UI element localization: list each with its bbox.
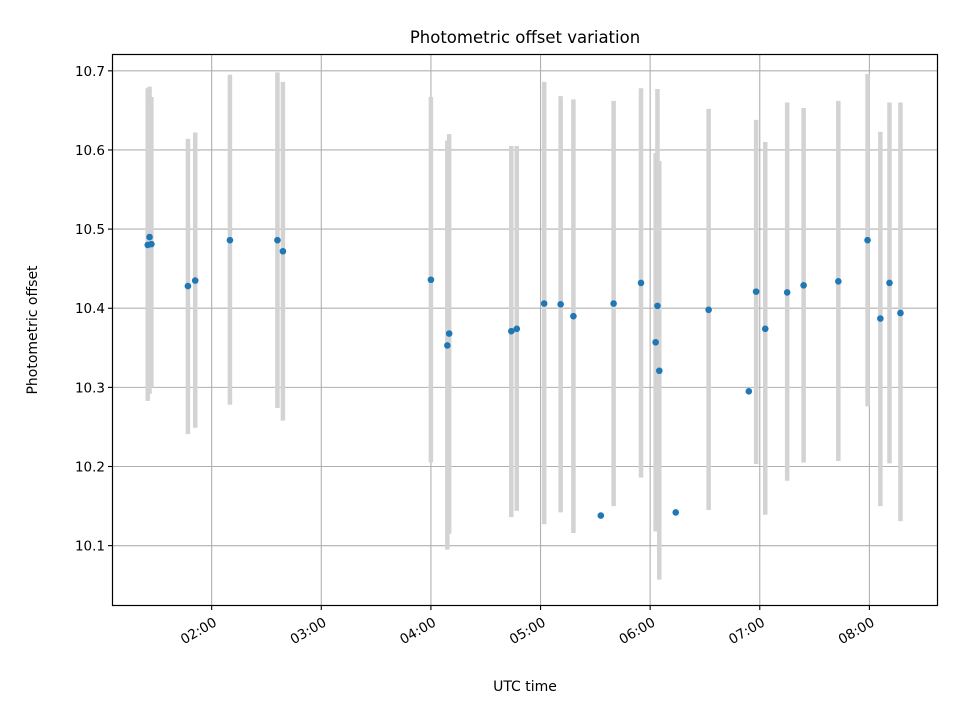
data-point xyxy=(513,325,521,333)
data-point xyxy=(672,509,680,516)
grid xyxy=(113,55,937,605)
data-point xyxy=(654,302,661,310)
chart-title: Photometric offset variation xyxy=(410,28,640,47)
data-point xyxy=(597,512,605,519)
data-point xyxy=(610,300,617,307)
data-point xyxy=(226,236,234,244)
data-point xyxy=(191,277,199,284)
y-tick-label: 10.1 xyxy=(75,539,105,555)
y-tick-label: 10.3 xyxy=(75,380,105,396)
data-point xyxy=(752,288,760,295)
data-point xyxy=(783,289,791,296)
y-axis-label: Photometric offset xyxy=(25,265,41,395)
y-tick-label: 10.7 xyxy=(75,64,105,80)
data-point xyxy=(427,276,435,284)
data-point xyxy=(864,236,871,244)
data-point xyxy=(445,330,453,337)
data-point xyxy=(652,338,659,346)
data-point xyxy=(877,315,884,322)
y-axis: 10.1 10.2 10.3 10.4 10.5 10.6 10.7 xyxy=(75,64,113,555)
data-point xyxy=(570,312,577,320)
data-point xyxy=(507,327,515,335)
data-point xyxy=(897,309,904,317)
data-point xyxy=(886,279,893,287)
data-points xyxy=(144,233,904,519)
data-point xyxy=(444,342,451,349)
y-tick-label: 10.5 xyxy=(75,222,105,238)
data-point xyxy=(800,281,807,289)
data-point xyxy=(279,247,287,255)
data-point xyxy=(557,300,564,308)
data-point xyxy=(274,236,281,244)
data-point xyxy=(705,306,712,314)
plot-frame xyxy=(111,53,939,607)
data-point xyxy=(540,300,548,307)
data-point xyxy=(637,279,645,287)
x-axis-label: UTC time xyxy=(493,679,557,695)
y-tick-label: 10.2 xyxy=(75,460,105,476)
data-point xyxy=(745,388,753,395)
data-point xyxy=(835,278,842,285)
data-point xyxy=(184,282,192,290)
data-point xyxy=(148,240,155,248)
y-tick-label: 10.6 xyxy=(75,143,105,159)
y-tick-label: 10.4 xyxy=(75,301,105,317)
data-point xyxy=(655,367,663,375)
data-point xyxy=(146,233,153,241)
data-point xyxy=(761,325,769,333)
